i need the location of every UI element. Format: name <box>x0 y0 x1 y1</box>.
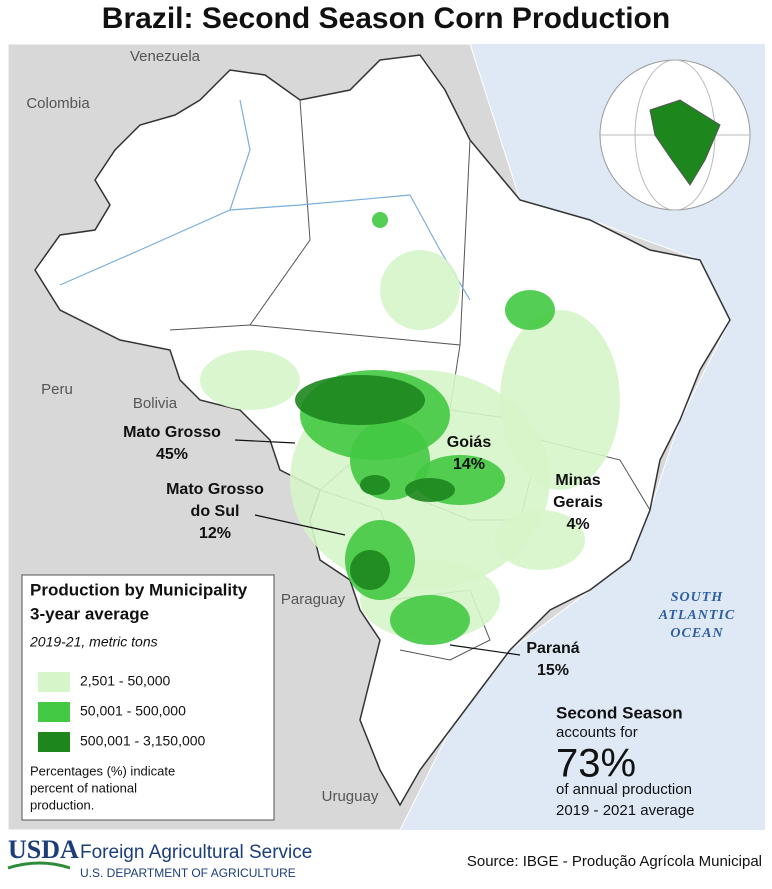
state-name: do Sul <box>191 503 240 520</box>
production-areas <box>200 212 620 645</box>
summary-line: 2019 - 2021 average <box>556 802 694 819</box>
legend-swatch <box>38 672 70 692</box>
production-area <box>360 475 390 495</box>
legend-swatch <box>38 732 70 752</box>
production-area <box>405 478 455 502</box>
legend-title: Production by Municipality <box>30 580 248 599</box>
legend-label: 500,001 - 3,150,000 <box>80 733 206 749</box>
production-area <box>505 290 555 330</box>
summary-line: accounts for <box>556 724 638 741</box>
legend-subtitle: 2019-21, metric tons <box>29 634 158 650</box>
country-label: Venezuela <box>130 48 201 65</box>
department: U.S. DEPARTMENT OF AGRICULTURE <box>80 866 296 880</box>
production-area <box>200 350 300 410</box>
state-name: Mato Grosso <box>166 481 264 498</box>
labels: Venezuela Colombia Peru Bolivia Paraguay Urug… <box>26 48 735 805</box>
logo-swoosh <box>7 861 71 870</box>
production-area <box>500 310 620 490</box>
country-label: Bolivia <box>133 395 178 412</box>
state-share: 14% <box>453 456 485 473</box>
legend-label: 50,001 - 500,000 <box>80 703 186 719</box>
production-area <box>495 510 585 570</box>
ocean-label: ATLANTIC <box>658 608 735 623</box>
state-name: Paraná <box>526 640 579 657</box>
state-share: 4% <box>566 516 589 533</box>
usda-logo: USDA <box>8 835 79 864</box>
production-area <box>295 375 425 425</box>
production-area <box>372 212 388 228</box>
legend-label: 2,501 - 50,000 <box>80 673 171 689</box>
state-name: Gerais <box>553 494 603 511</box>
state-share: 12% <box>199 525 231 542</box>
state-name: Goiás <box>447 434 492 451</box>
country-label: Peru <box>41 381 73 398</box>
title: Brazil: Second Season Corn Production <box>102 2 670 35</box>
legend: Production by Municipality 3-year average… <box>29 580 248 812</box>
legend-box <box>21 574 275 821</box>
legend-title: 3-year average <box>30 604 149 623</box>
country-label: Colombia <box>26 95 90 112</box>
production-area <box>390 595 470 645</box>
state-name: Minas <box>555 472 600 489</box>
state-share: 45% <box>156 446 188 463</box>
state-share: 15% <box>537 662 569 679</box>
leader-lines <box>234 439 521 656</box>
legend-note: percent of national <box>30 780 137 795</box>
summary-heading: Second Season <box>556 703 683 722</box>
ocean-label: SOUTH <box>671 590 724 605</box>
rivers <box>59 99 471 301</box>
agency: Foreign Agricultural Service <box>80 842 312 863</box>
globe <box>599 59 751 211</box>
country-label: Uruguay <box>322 788 379 805</box>
source: Source: IBGE - Produção Agrícola Municip… <box>467 853 762 870</box>
summary-line: of annual production <box>556 781 692 798</box>
production-area <box>350 550 390 590</box>
ocean-label: OCEAN <box>670 626 723 641</box>
country-label: Paraguay <box>281 591 346 608</box>
legend-swatch <box>38 702 70 722</box>
legend-note: production. <box>30 797 94 812</box>
production-area <box>380 250 460 330</box>
summary-big: 73% <box>556 742 636 786</box>
state-name: Mato Grosso <box>123 424 221 441</box>
legend-note: Percentages (%) indicate <box>30 763 175 778</box>
